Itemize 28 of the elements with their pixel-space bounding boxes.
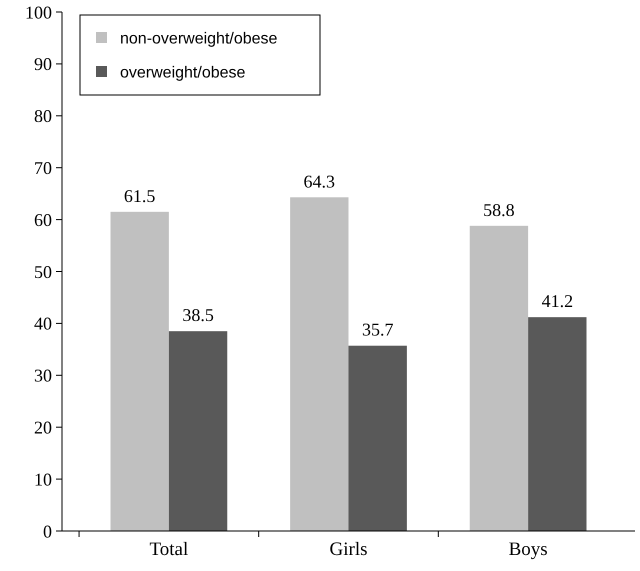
y-tick-label: 60	[34, 210, 52, 230]
x-tick-label: Total	[149, 539, 188, 560]
y-tick-label: 100	[25, 2, 52, 22]
data-label: 64.3	[304, 171, 336, 192]
data-label: 35.7	[362, 320, 394, 340]
x-tick-label: Boys	[508, 539, 548, 560]
y-tick-label: 20	[34, 418, 52, 438]
bar	[470, 226, 528, 531]
bar	[348, 346, 407, 531]
y-tick-label: 10	[34, 469, 52, 490]
legend-label: non-overweight/obese	[120, 30, 278, 48]
y-tick-label: 30	[34, 366, 52, 386]
y-tick-label: 80	[34, 106, 52, 126]
bar	[110, 212, 169, 531]
bar	[290, 197, 348, 531]
bar	[528, 317, 586, 531]
y-tick-label: 40	[34, 314, 52, 334]
y-tick-label: 90	[34, 54, 52, 74]
y-tick-label: 50	[34, 262, 52, 282]
x-tick-label: Girls	[330, 539, 368, 560]
bar	[168, 331, 228, 531]
data-label: 61.5	[124, 186, 156, 206]
y-tick-label: 0	[43, 521, 52, 542]
data-label: 38.5	[182, 305, 214, 326]
data-label: 41.2	[542, 291, 574, 312]
data-label: 58.8	[483, 200, 515, 220]
y-tick-label: 70	[34, 158, 52, 178]
legend-label: overweight/obese	[120, 64, 246, 82]
